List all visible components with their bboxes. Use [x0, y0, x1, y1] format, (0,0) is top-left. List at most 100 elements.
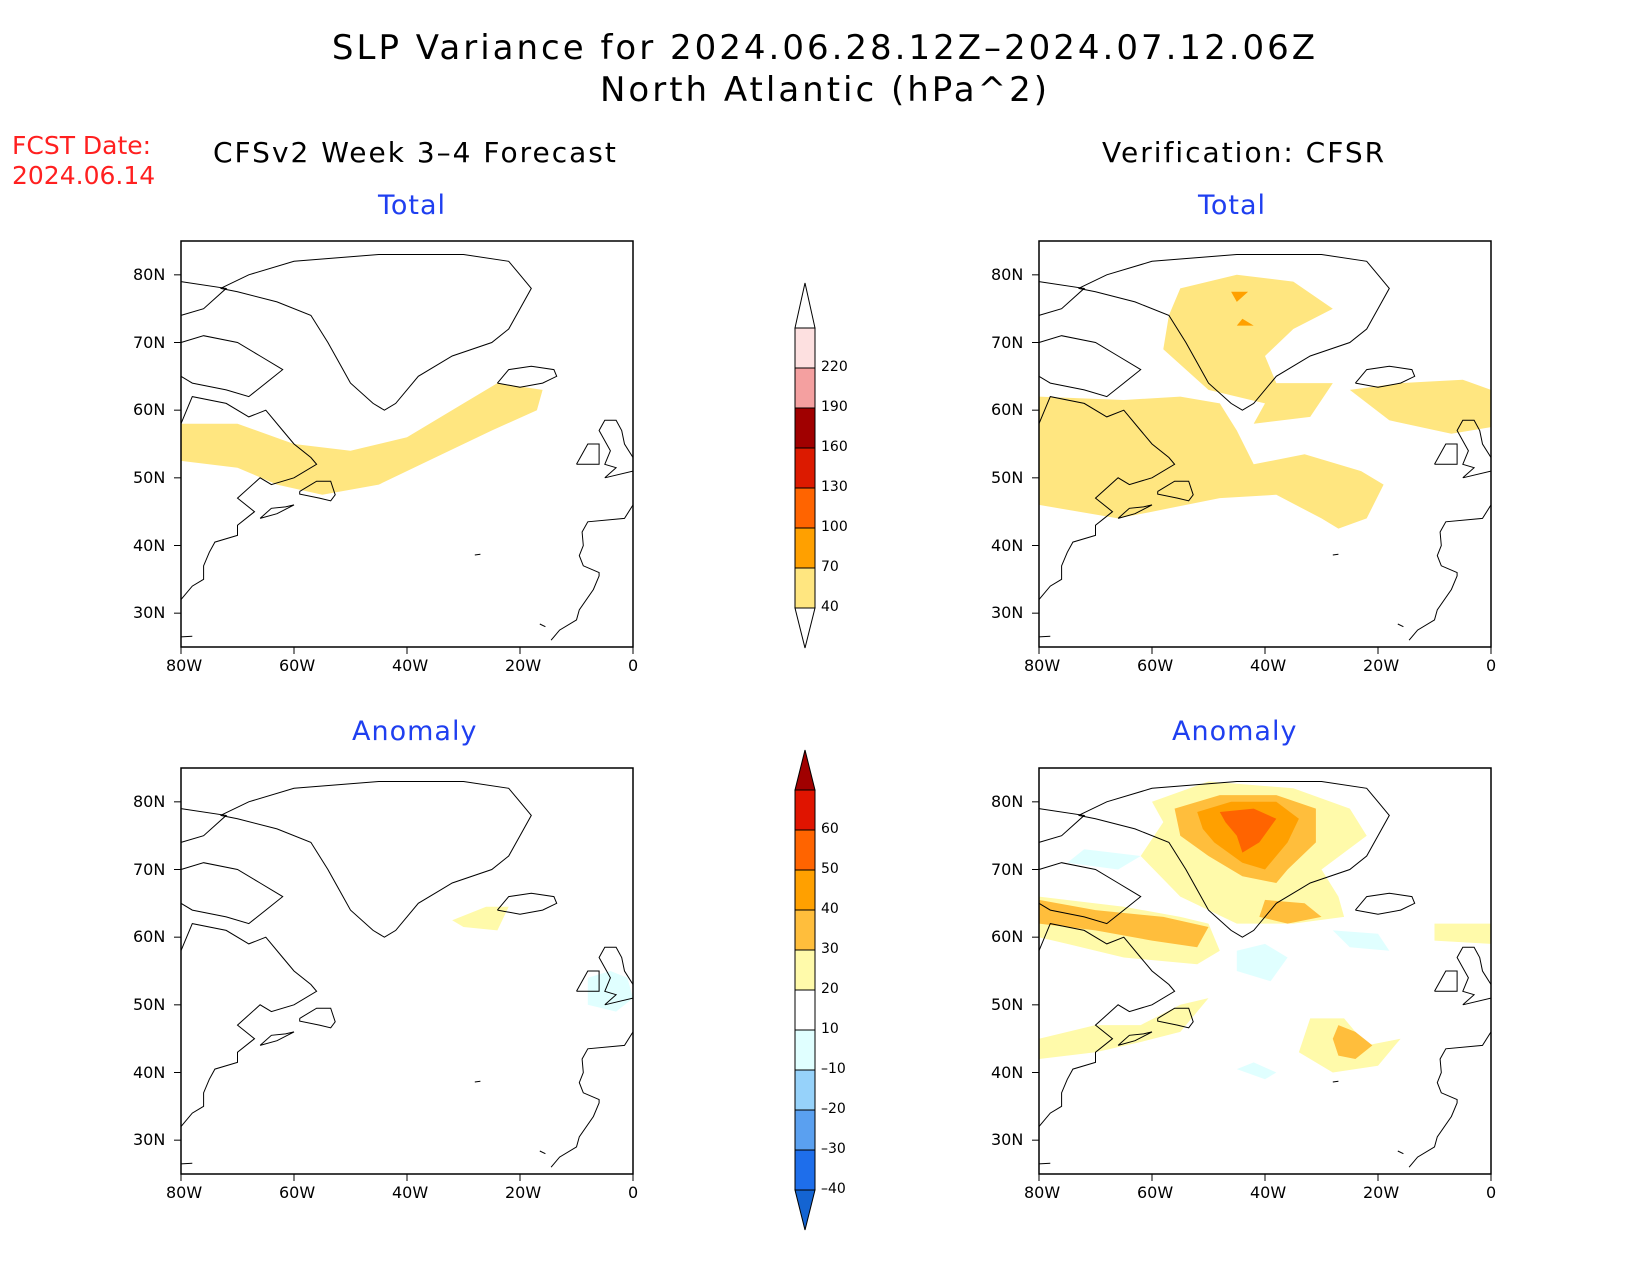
coastline	[1078, 781, 1390, 938]
lon-label: 40W	[1250, 1183, 1287, 1202]
lon-label: 20W	[1363, 656, 1400, 675]
verification-anomaly-contour-20b	[1259, 899, 1322, 924]
colorbar-swatch	[794, 567, 816, 609]
lon-label: 80W	[166, 656, 203, 675]
coastline	[259, 1031, 295, 1046]
lat-label: 50N	[133, 467, 166, 487]
anomaly-colorbar	[794, 749, 816, 1231]
lon-label: 60W	[279, 656, 316, 675]
colorbar-swatch	[794, 407, 816, 449]
colorbar-top-arrow	[794, 282, 816, 329]
colorbar-swatch	[794, 1069, 816, 1111]
lon-label: 20W	[505, 656, 542, 675]
verification-anomaly-contour-neg10b	[1332, 930, 1390, 951]
verification-anomaly-contour-neg10d	[1236, 1062, 1277, 1080]
lon-label: 80W	[1024, 1183, 1061, 1202]
coastline	[180, 281, 228, 316]
coastline	[299, 480, 336, 502]
colorbar-swatch	[794, 1029, 816, 1071]
colorbar-label: –30	[821, 1141, 846, 1157]
coastline	[1038, 635, 1051, 638]
lat-label: 80N	[133, 264, 166, 284]
lon-label: 40W	[392, 656, 429, 675]
lon-label: 60W	[1137, 1183, 1174, 1202]
verification-anomaly-contour-40a	[1219, 808, 1277, 853]
lat-label: 30N	[991, 1130, 1024, 1150]
lat-label: 40N	[133, 535, 166, 555]
forecast-anomaly-map	[174, 767, 634, 1181]
lat-label: 40N	[991, 1062, 1024, 1082]
colorbar-swatch	[794, 869, 816, 911]
colorbar-label: 160	[821, 439, 848, 455]
colorbar-swatch	[794, 829, 816, 871]
coastline	[1408, 1031, 1492, 1168]
lat-label: 70N	[991, 332, 1024, 352]
lat-label: 70N	[133, 332, 166, 352]
verification-anomaly-subtitle: Anomaly	[1172, 716, 1298, 747]
coastline	[1038, 923, 1176, 1127]
verification-anomaly-contour-neg10c	[1067, 849, 1141, 870]
lat-label: 50N	[991, 467, 1024, 487]
coastline	[474, 553, 481, 556]
coastline	[1157, 1007, 1194, 1029]
colorbar-label: –40	[821, 1181, 846, 1197]
lon-label: 0	[628, 1183, 639, 1202]
coastline	[1117, 504, 1153, 519]
colorbar-swatch	[794, 447, 816, 489]
lat-label: 70N	[991, 859, 1024, 879]
lon-label: 80W	[166, 1183, 203, 1202]
lon-label: 0	[628, 656, 639, 675]
coastline	[1355, 892, 1416, 915]
coastline	[497, 892, 558, 915]
verification-anomaly-contour-20b2	[1039, 899, 1209, 948]
colorbar-label: 10	[821, 1021, 839, 1037]
lat-label: 60N	[991, 400, 1024, 420]
coastline	[1332, 1080, 1339, 1083]
forecast-total-contour-40	[181, 383, 543, 495]
verification-anomaly-contour-20c	[1332, 1025, 1373, 1059]
lon-label: 20W	[505, 1183, 542, 1202]
lat-label: 50N	[133, 994, 166, 1014]
coastline	[1157, 480, 1194, 502]
colorbar-label: 50	[821, 861, 839, 877]
coastline	[180, 635, 193, 638]
lat-label: 40N	[133, 1062, 166, 1082]
verification-total-map	[1032, 240, 1492, 654]
lon-label: 40W	[1250, 656, 1287, 675]
coastline	[576, 970, 600, 992]
forecast-anomaly-frame	[180, 767, 634, 1175]
colorbar-label: 70	[821, 559, 839, 575]
coastline	[1038, 335, 1142, 398]
coastline	[1038, 281, 1086, 316]
colorbar-label: 100	[821, 519, 848, 535]
colorbar-label: 40	[821, 599, 839, 615]
forecast-column-title: CFSv2 Week 3–4 Forecast	[213, 136, 618, 169]
lon-label: 0	[1486, 1183, 1497, 1202]
lat-label: 30N	[133, 603, 166, 623]
colorbar-swatch	[794, 989, 816, 1031]
lon-label: 80W	[1024, 656, 1061, 675]
lon-label: 60W	[279, 1183, 316, 1202]
lat-label: 30N	[133, 1130, 166, 1150]
lat-label: 80N	[991, 791, 1024, 811]
verification-total-contour-70a	[1231, 291, 1249, 302]
chart-title-line2: North Atlantic (hPa^2)	[599, 70, 1050, 110]
lat-label: 80N	[991, 264, 1024, 284]
coastline	[180, 808, 228, 843]
coastline	[299, 1007, 336, 1029]
colorbar-swatch	[794, 949, 816, 991]
verification-total-subtitle: Total	[1198, 190, 1267, 221]
colorbar-swatch	[794, 367, 816, 409]
coastline	[1038, 1162, 1051, 1165]
verification-column-title: Verification: CFSR	[1102, 136, 1387, 169]
coastline	[1456, 946, 1492, 1006]
coastline	[180, 1162, 193, 1165]
verification-anomaly-contour-10c	[1039, 998, 1209, 1059]
colorbar-bottom-arrow	[794, 607, 816, 649]
coastline	[1117, 1031, 1153, 1046]
verification-total-contour-40b	[1039, 396, 1384, 529]
colorbar-swatch	[794, 327, 816, 369]
coastline	[1332, 553, 1339, 556]
colorbar-label: –10	[821, 1061, 846, 1077]
coastline	[180, 862, 284, 925]
